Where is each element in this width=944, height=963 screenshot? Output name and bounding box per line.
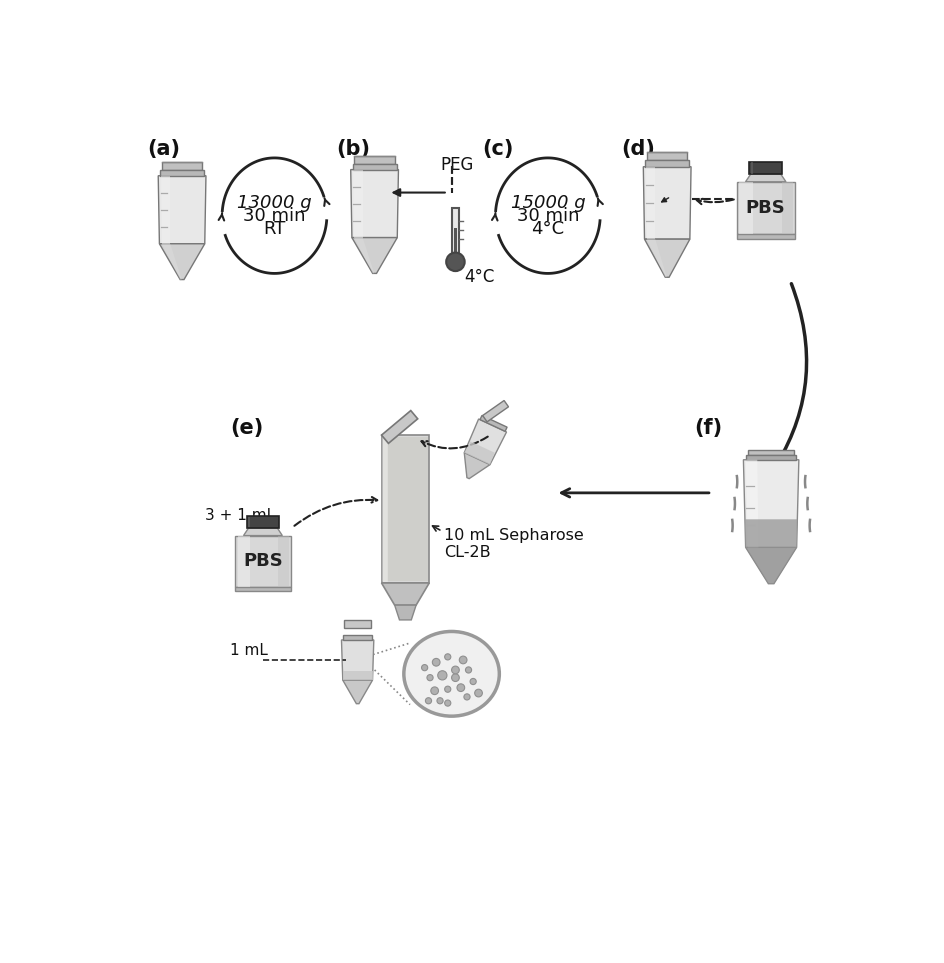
Text: PEG: PEG xyxy=(440,156,473,173)
Text: 3 + 1 mL: 3 + 1 mL xyxy=(205,508,275,523)
Text: (d): (d) xyxy=(620,139,654,159)
Polygon shape xyxy=(736,234,794,239)
Text: (c): (c) xyxy=(481,139,514,159)
Polygon shape xyxy=(343,680,372,704)
Ellipse shape xyxy=(403,632,498,716)
Polygon shape xyxy=(354,156,395,164)
Polygon shape xyxy=(158,175,206,244)
Polygon shape xyxy=(161,162,202,169)
Polygon shape xyxy=(645,161,688,167)
Polygon shape xyxy=(745,459,758,547)
Polygon shape xyxy=(480,415,507,431)
Polygon shape xyxy=(341,640,374,680)
Text: 13000 g: 13000 g xyxy=(237,194,312,212)
Text: 30 min: 30 min xyxy=(243,207,306,224)
Polygon shape xyxy=(644,239,689,277)
Polygon shape xyxy=(744,519,797,547)
Polygon shape xyxy=(745,547,796,584)
Polygon shape xyxy=(645,167,654,239)
Polygon shape xyxy=(160,175,170,244)
Circle shape xyxy=(425,697,431,704)
Circle shape xyxy=(436,697,443,704)
Circle shape xyxy=(445,686,450,692)
Polygon shape xyxy=(350,169,398,238)
Polygon shape xyxy=(244,528,282,535)
Text: PBS: PBS xyxy=(243,552,282,570)
Polygon shape xyxy=(781,182,792,234)
Polygon shape xyxy=(381,583,429,605)
Polygon shape xyxy=(464,419,506,465)
Polygon shape xyxy=(738,182,752,234)
Circle shape xyxy=(465,667,471,673)
Text: (a): (a) xyxy=(147,139,180,159)
Polygon shape xyxy=(749,162,782,174)
Polygon shape xyxy=(161,244,181,279)
Circle shape xyxy=(469,678,476,685)
Polygon shape xyxy=(343,636,372,640)
Polygon shape xyxy=(352,164,396,169)
Polygon shape xyxy=(452,208,458,254)
Text: 1 mL: 1 mL xyxy=(229,642,267,658)
Polygon shape xyxy=(344,620,371,628)
Polygon shape xyxy=(745,547,796,584)
Circle shape xyxy=(451,666,459,674)
Text: (b): (b) xyxy=(336,139,370,159)
Text: 4°C: 4°C xyxy=(464,268,495,286)
Circle shape xyxy=(437,671,447,680)
Circle shape xyxy=(445,700,450,706)
Polygon shape xyxy=(745,174,785,182)
Circle shape xyxy=(430,687,438,694)
Text: 10 mL Sepharose
CL-2B: 10 mL Sepharose CL-2B xyxy=(444,528,583,560)
Polygon shape xyxy=(736,182,794,234)
Polygon shape xyxy=(351,238,396,273)
Text: RT: RT xyxy=(263,220,285,238)
Polygon shape xyxy=(235,535,291,586)
Polygon shape xyxy=(453,228,457,254)
Polygon shape xyxy=(343,671,372,680)
Polygon shape xyxy=(646,239,666,277)
Polygon shape xyxy=(482,401,508,422)
Text: PBS: PBS xyxy=(745,199,784,217)
Polygon shape xyxy=(381,435,429,583)
Polygon shape xyxy=(464,453,489,479)
Polygon shape xyxy=(395,605,415,620)
Polygon shape xyxy=(235,586,291,591)
Polygon shape xyxy=(382,437,428,581)
Circle shape xyxy=(446,252,464,272)
Polygon shape xyxy=(464,441,494,465)
Polygon shape xyxy=(381,410,417,443)
Polygon shape xyxy=(746,455,795,459)
Circle shape xyxy=(445,654,450,660)
Circle shape xyxy=(427,674,432,681)
Polygon shape xyxy=(748,450,793,455)
Text: 30 min: 30 min xyxy=(516,207,579,224)
Text: 15000 g: 15000 g xyxy=(510,194,584,212)
Circle shape xyxy=(474,690,481,697)
Text: (f): (f) xyxy=(694,418,721,438)
Polygon shape xyxy=(160,244,205,279)
Polygon shape xyxy=(743,459,798,547)
Polygon shape xyxy=(278,535,289,586)
Text: 4°C: 4°C xyxy=(531,220,564,238)
Circle shape xyxy=(459,656,466,664)
Polygon shape xyxy=(237,535,250,586)
Polygon shape xyxy=(160,169,204,175)
Polygon shape xyxy=(647,152,686,161)
Circle shape xyxy=(464,693,469,700)
Circle shape xyxy=(432,659,440,666)
Circle shape xyxy=(421,664,428,671)
Text: (e): (e) xyxy=(229,418,262,438)
Polygon shape xyxy=(246,516,278,528)
Circle shape xyxy=(451,674,459,682)
Polygon shape xyxy=(354,238,374,273)
Polygon shape xyxy=(353,169,362,238)
Circle shape xyxy=(457,684,464,691)
Polygon shape xyxy=(643,167,690,239)
